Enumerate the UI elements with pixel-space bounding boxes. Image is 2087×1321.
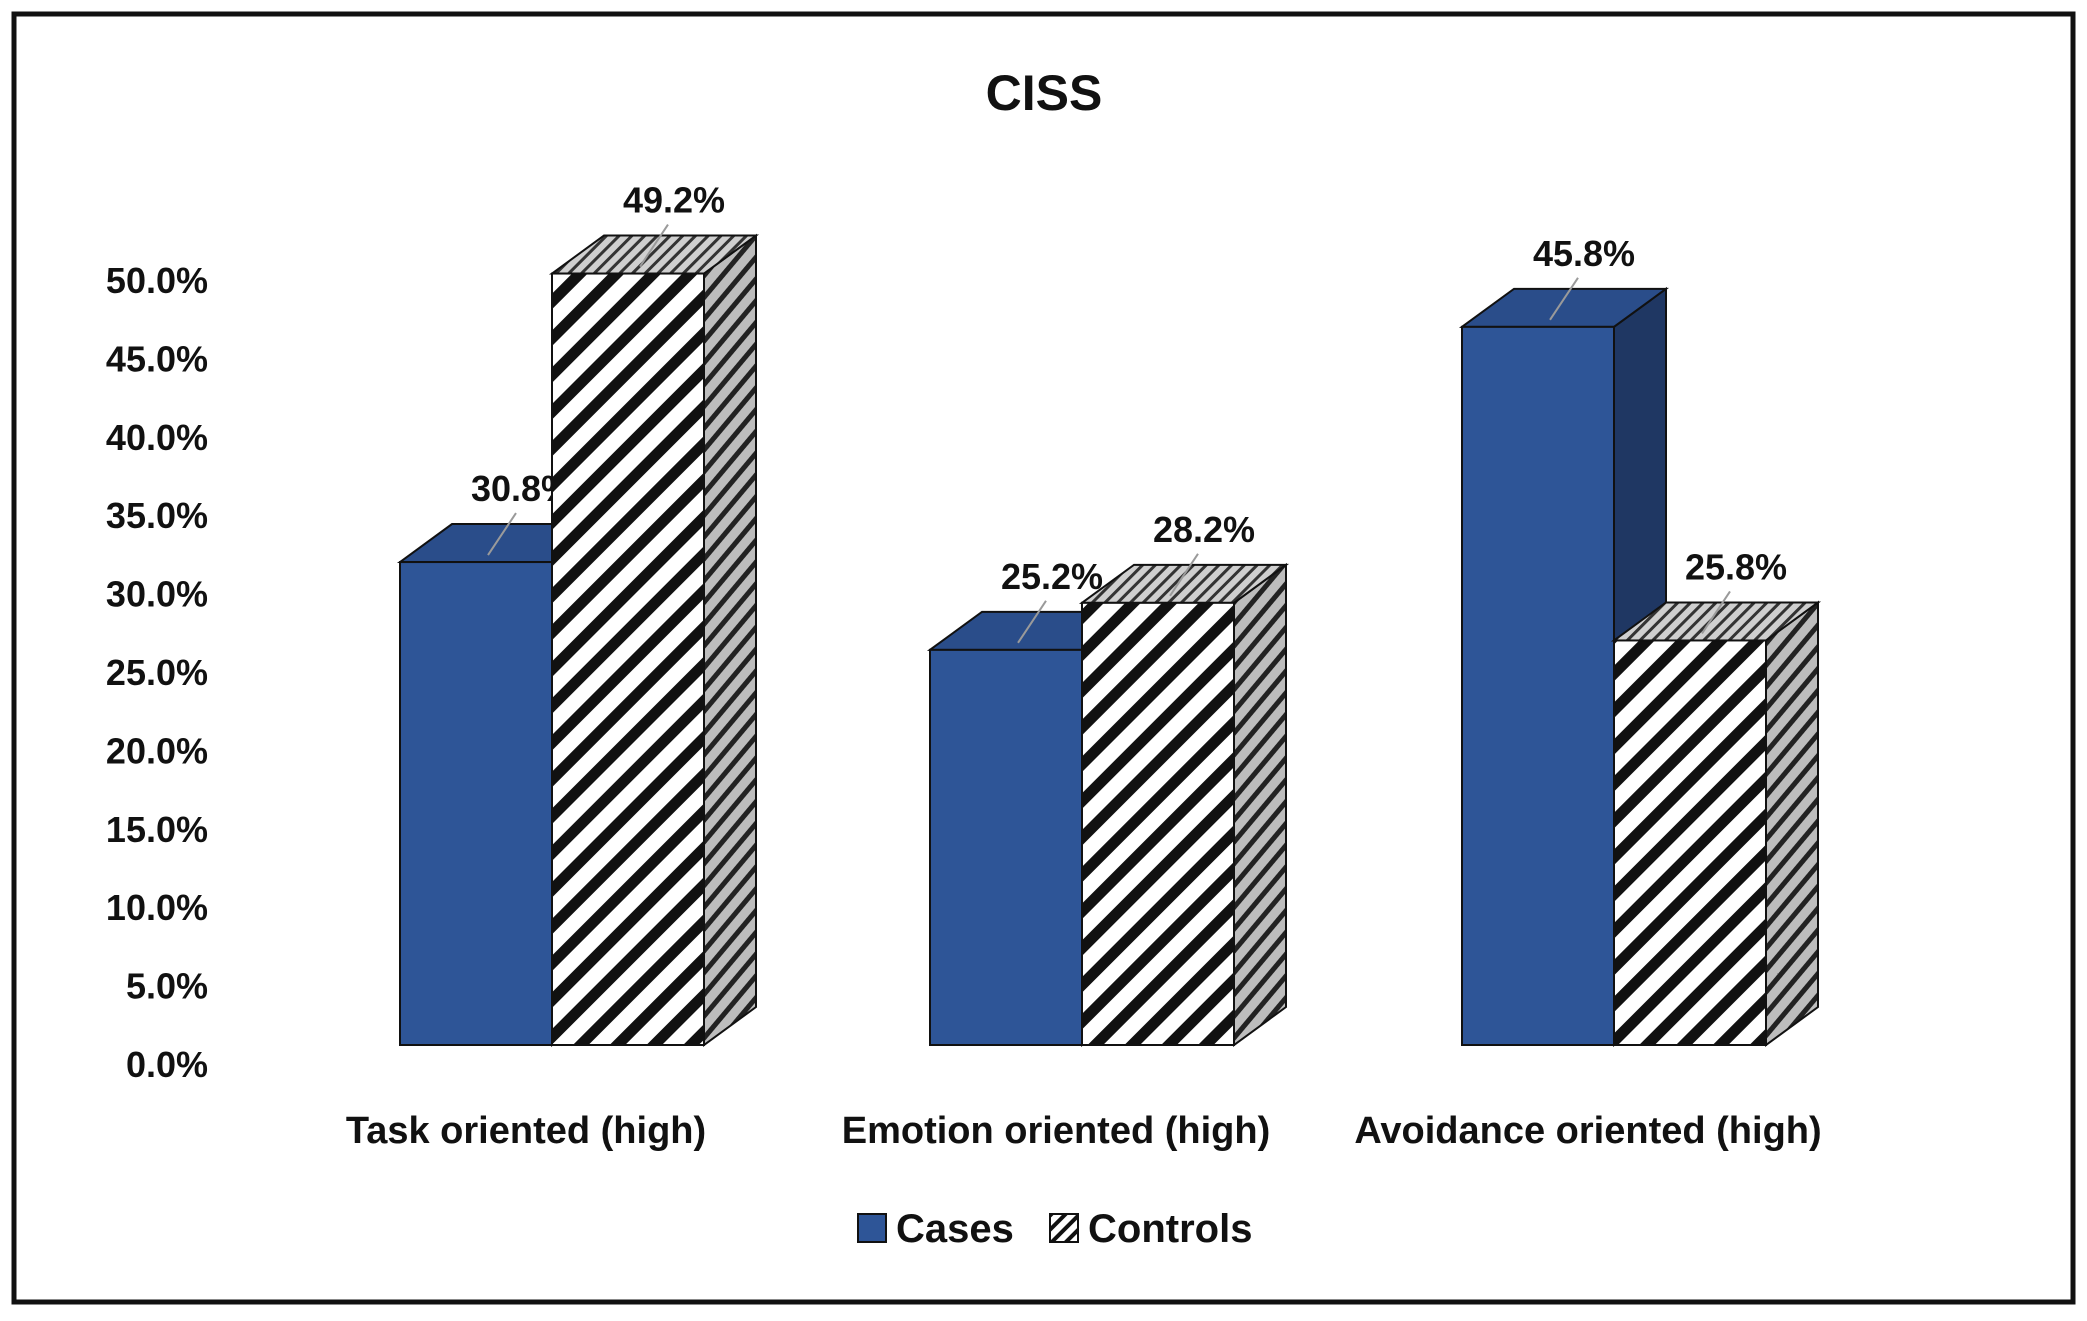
bar-front-face bbox=[1613, 639, 1767, 1046]
y-tick-label: 25.0% bbox=[106, 652, 208, 693]
legend-label-cases: Cases bbox=[896, 1207, 1014, 1251]
bar-side-face bbox=[703, 233, 757, 1047]
bar-controls: 49.2% bbox=[548, 180, 760, 1047]
bar-front-face bbox=[1461, 325, 1615, 1046]
data-label-leader bbox=[487, 512, 517, 556]
bar-front-face bbox=[1081, 601, 1235, 1046]
y-tick-label: 10.0% bbox=[106, 887, 208, 928]
legend-swatch-cases bbox=[857, 1213, 887, 1243]
x-category-label: Emotion oriented (high) bbox=[842, 1110, 1271, 1152]
y-tick-label: 40.0% bbox=[106, 417, 208, 458]
y-tick-label: 0.0% bbox=[126, 1044, 208, 1085]
data-label-leader bbox=[1549, 277, 1579, 321]
data-label-leader bbox=[1701, 590, 1731, 635]
bar-side-face bbox=[1233, 562, 1287, 1047]
y-axis: 0.0% 5.0% 10.0% 15.0% 20.0% 25.0% 30.0% 35.0% 40… bbox=[106, 260, 208, 1085]
legend: Cases Controls bbox=[857, 1207, 1252, 1251]
y-tick-label: 45.0% bbox=[106, 338, 208, 379]
data-label-leader bbox=[639, 223, 669, 268]
bar-controls: 28.2% bbox=[1078, 509, 1290, 1047]
data-label: 28.2% bbox=[1153, 509, 1255, 550]
data-label: 45.8% bbox=[1533, 233, 1635, 274]
data-label-leader bbox=[1169, 553, 1199, 597]
y-tick-label: 5.0% bbox=[126, 966, 208, 1007]
data-label: 25.2% bbox=[1001, 556, 1103, 597]
bar-side-face bbox=[1765, 600, 1819, 1047]
y-tick-label: 20.0% bbox=[106, 730, 208, 771]
data-label: 25.8% bbox=[1685, 546, 1787, 587]
data-label-leader bbox=[1017, 600, 1047, 644]
bar-controls: 25.8% bbox=[1610, 546, 1822, 1047]
bar-front-face bbox=[929, 648, 1083, 1046]
y-tick-label: 30.0% bbox=[106, 574, 208, 615]
y-tick-label: 50.0% bbox=[106, 260, 208, 301]
bar-front-face bbox=[551, 272, 705, 1046]
legend-label-controls: Controls bbox=[1088, 1207, 1252, 1251]
x-category-label: Avoidance oriented (high) bbox=[1354, 1110, 1821, 1152]
data-label: 49.2% bbox=[623, 180, 725, 221]
x-axis: Task oriented (high) Emotion oriented (hi… bbox=[346, 1110, 1822, 1152]
x-category-label: Task oriented (high) bbox=[346, 1110, 706, 1152]
y-tick-label: 35.0% bbox=[106, 495, 208, 536]
legend-swatch-controls bbox=[1049, 1213, 1079, 1243]
bars-layer: 30.8%49.2%25.2%28.2%45.8%25.8% bbox=[396, 180, 1822, 1047]
chart-title: CISS bbox=[986, 65, 1103, 121]
bar-front-face bbox=[399, 561, 553, 1047]
y-tick-label: 15.0% bbox=[106, 809, 208, 850]
